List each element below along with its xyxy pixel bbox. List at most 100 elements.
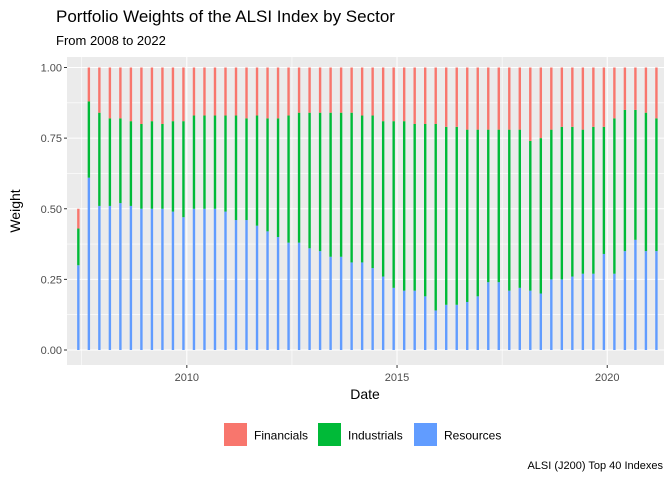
bar-financials <box>560 67 564 127</box>
bar-financials <box>308 67 311 113</box>
bar-resources <box>518 287 521 350</box>
bar-financials <box>87 67 91 102</box>
bar-resources <box>245 220 248 350</box>
bar-industrials <box>339 112 343 257</box>
bar-industrials <box>266 118 269 232</box>
bar-financials <box>140 67 143 124</box>
bar-financials <box>339 67 343 113</box>
bar-financials <box>623 67 627 110</box>
bar-industrials <box>371 115 374 269</box>
bar-financials <box>297 67 301 113</box>
bar-industrials <box>203 115 206 209</box>
bar-financials <box>150 67 154 122</box>
bar-financials <box>434 67 437 124</box>
chart-subtitle: From 2008 to 2022 <box>56 33 166 48</box>
bar-resources <box>602 253 606 350</box>
bar-industrials <box>434 124 437 311</box>
bar-financials <box>445 67 448 127</box>
bar-financials <box>634 67 637 110</box>
legend-label-resources: Resources <box>444 429 501 443</box>
bar-industrials <box>150 121 154 209</box>
bar-resources <box>634 239 637 350</box>
bar-industrials <box>497 129 500 283</box>
bar-industrials <box>424 124 427 297</box>
bar-industrials <box>455 126 458 305</box>
bar-industrials <box>182 121 185 218</box>
bar-resources <box>182 217 185 350</box>
bar-resources <box>592 273 595 350</box>
bar-resources <box>529 290 532 350</box>
bar-financials <box>508 67 511 130</box>
bar-financials <box>119 67 122 119</box>
bar-resources <box>224 211 227 350</box>
bar-financials <box>644 67 648 113</box>
bar-resources <box>550 279 553 350</box>
bar-industrials <box>402 121 406 291</box>
bar-resources <box>655 251 658 350</box>
bar-financials <box>129 67 133 122</box>
bar-financials <box>602 67 606 127</box>
bar-resources <box>108 205 112 350</box>
bar-industrials <box>487 129 490 283</box>
y-tick-label: 0.50 <box>41 204 62 216</box>
bar-resources <box>424 296 427 350</box>
bar-resources <box>119 203 122 350</box>
bar-resources <box>129 205 133 350</box>
bar-industrials <box>539 138 543 294</box>
bar-financials <box>402 67 406 122</box>
bar-industrials <box>140 124 143 209</box>
bar-resources <box>623 251 627 350</box>
bar-industrials <box>213 115 217 209</box>
bar-resources <box>392 287 395 350</box>
bar-industrials <box>360 115 364 263</box>
y-tick-label: 1.00 <box>41 63 62 75</box>
y-axis: 0.00 0.25 0.50 0.75 1.00 <box>41 63 67 357</box>
legend-key-resources <box>414 423 437 446</box>
legend-key-industrials <box>318 423 341 446</box>
chart-caption: ALSI (J200) Top 40 Indexes <box>527 460 663 472</box>
bar-resources <box>266 231 269 350</box>
plot-background <box>67 57 664 365</box>
bar-financials <box>581 67 585 130</box>
bar-industrials <box>192 115 196 209</box>
bar-financials <box>529 67 532 141</box>
bar-financials <box>234 67 238 116</box>
bar-resources <box>140 208 143 350</box>
x-tick-label: 2010 <box>175 372 199 384</box>
bar-resources <box>192 208 196 350</box>
bar-financials <box>466 67 469 130</box>
bar-industrials <box>287 115 290 243</box>
legend-key-financials <box>224 423 247 446</box>
bar-financials <box>77 208 80 229</box>
bar-industrials <box>161 124 164 209</box>
chart-title: Portfolio Weights of the ALSI Index by S… <box>56 7 395 26</box>
bar-industrials <box>318 112 322 252</box>
bar-financials <box>571 67 574 127</box>
bar-financials <box>203 67 206 116</box>
bar-resources <box>466 301 469 350</box>
bar-financials <box>213 67 217 116</box>
bar-financials <box>392 67 395 122</box>
bar-industrials <box>350 112 353 263</box>
bar-resources <box>339 256 343 350</box>
bar-resources <box>539 293 543 350</box>
bar-financials <box>224 67 227 116</box>
x-axis: 2010 2015 2020 <box>175 365 619 384</box>
bar-industrials <box>234 115 238 221</box>
bar-resources <box>508 290 511 350</box>
bar-industrials <box>392 121 395 288</box>
bar-industrials <box>381 121 385 277</box>
bar-industrials <box>297 112 301 243</box>
bar-industrials <box>245 118 248 221</box>
bar-resources <box>77 265 80 350</box>
bar-financials <box>497 67 500 130</box>
bar-resources <box>213 208 217 350</box>
bar-financials <box>318 67 322 113</box>
bar-industrials <box>571 126 574 277</box>
bar-financials <box>455 67 458 127</box>
bar-industrials <box>466 129 469 302</box>
legend-label-financials: Financials <box>254 429 308 443</box>
y-axis-title: Weight <box>7 189 23 232</box>
bar-industrials <box>224 115 227 212</box>
